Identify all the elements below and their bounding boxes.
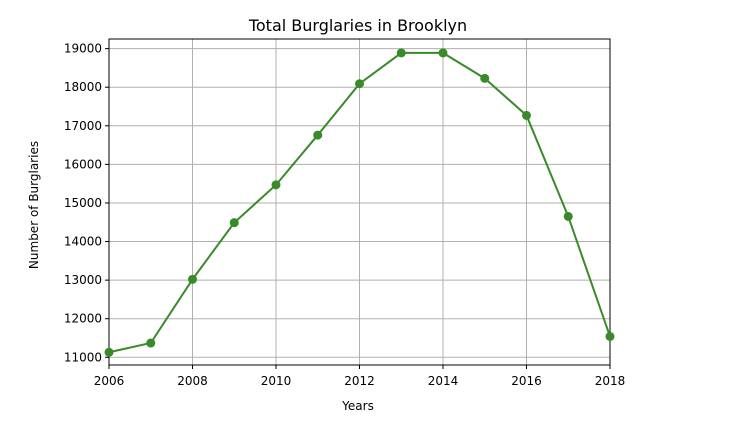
x-tick-label: 2012: [344, 374, 375, 388]
data-point: [480, 73, 490, 83]
y-tick-label: 13000: [64, 273, 102, 287]
x-tick-label: 2006: [94, 374, 125, 388]
y-tick-label: 11000: [64, 350, 102, 364]
x-tick-label: 2010: [261, 374, 292, 388]
series-layer: [104, 48, 615, 357]
y-tick-label: 15000: [64, 196, 102, 210]
y-tick-label: 17000: [64, 119, 102, 133]
chart-title: Total Burglaries in Brooklyn: [248, 16, 467, 35]
data-point: [271, 180, 281, 190]
y-tick-label: 12000: [64, 312, 102, 326]
data-point: [563, 211, 573, 221]
x-axis-label: Years: [341, 399, 374, 413]
data-point: [229, 218, 239, 228]
data-point: [146, 338, 156, 348]
grid-lines: [108, 39, 611, 365]
x-tick-label: 2014: [428, 374, 459, 388]
x-tick-label: 2016: [511, 374, 542, 388]
y-tick-label: 19000: [64, 42, 102, 56]
x-tick-label: 2008: [177, 374, 208, 388]
x-tick-label: 2018: [595, 374, 626, 388]
data-point: [355, 79, 364, 89]
data-point: [438, 48, 448, 58]
y-axis-label: Number of Burglaries: [27, 141, 41, 269]
data-point: [605, 331, 615, 341]
data-point: [313, 130, 323, 140]
data-point: [522, 110, 531, 120]
axis-ticks: 2006 2008 2010 2012 2014 2016 2018 11000 12000 13…: [64, 42, 625, 388]
y-tick-label: 16000: [64, 157, 102, 171]
data-point: [104, 347, 114, 357]
y-tick-label: 14000: [64, 235, 102, 249]
data-point: [188, 274, 197, 284]
y-tick-label: 18000: [64, 80, 102, 94]
data-point: [396, 48, 406, 58]
